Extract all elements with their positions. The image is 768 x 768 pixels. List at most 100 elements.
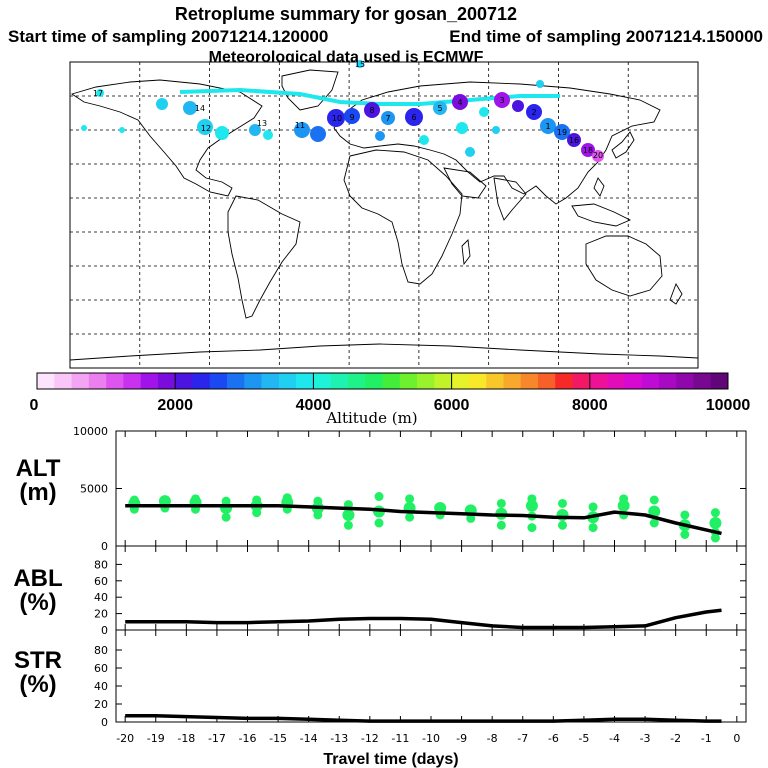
panel-frame <box>115 545 747 631</box>
plume-cluster-label: 19 <box>557 128 567 137</box>
y-tick-label: 0 <box>101 540 108 553</box>
altitude-cluster-point <box>434 502 447 515</box>
x-tick-label: -11 <box>391 732 409 745</box>
x-tick-label: 0 <box>733 732 740 745</box>
map-frame <box>69 61 699 369</box>
y-tick-label: 20 <box>94 608 108 621</box>
plume-cluster-label: 9 <box>349 113 354 122</box>
x-tick-label: -16 <box>239 732 257 745</box>
y-tick-label: 0 <box>101 716 108 729</box>
plume-cluster-label: 14 <box>195 104 205 113</box>
altitude-cluster-point <box>374 492 384 502</box>
x-tick-label: -7 <box>517 732 528 745</box>
plume-cluster-marker <box>344 108 360 124</box>
colorbar-cell <box>555 373 573 389</box>
plume-cluster-marker <box>119 127 125 133</box>
colorbar-cell <box>157 373 176 389</box>
colorbar-cell <box>624 373 642 389</box>
plume-cluster-marker <box>592 150 604 162</box>
greenland-outline <box>281 69 339 111</box>
x-tick-label: -15 <box>269 732 287 745</box>
x-tick-label: -20 <box>116 732 134 745</box>
plume-cluster-marker <box>581 143 595 157</box>
colorbar-cell <box>106 373 124 389</box>
plume-cluster-label: 16 <box>569 136 579 145</box>
altitude-cluster-point <box>342 508 355 521</box>
plume-cluster-marker <box>375 131 385 141</box>
altitude-cluster-point <box>680 510 690 520</box>
altitude-cluster-point <box>496 520 506 530</box>
north-america-outline <box>70 79 263 197</box>
plume-cluster-marker <box>327 109 345 127</box>
altitude-cluster-point <box>680 530 690 539</box>
panel-ylabel-line1: ALT <box>16 455 61 482</box>
colorbar-cell <box>486 373 504 389</box>
colorbar-cell <box>71 373 90 389</box>
altitude-cluster-point <box>649 518 659 528</box>
colorbar-cell <box>175 373 193 389</box>
altitude-cluster-point <box>221 496 231 506</box>
colorbar-cell <box>417 373 435 389</box>
altitude-cluster-point <box>558 520 568 530</box>
start-time-label: Start time of sampling 20071214.120000 <box>8 27 328 46</box>
x-tick-label: -18 <box>177 732 195 745</box>
colorbar-cell <box>261 373 280 389</box>
colorbar-cell <box>451 373 470 389</box>
altitude-colorbar: 0 2000 4000 6000 8000 10000 Altitude (m) <box>30 372 751 427</box>
plume-cluster-label: 12 <box>201 124 211 133</box>
time-series-panels: ALT(m)0500010000ABL(%)020406080STR(%)020… <box>13 425 747 768</box>
colorbar-cell <box>399 373 418 389</box>
altitude-cluster-point <box>649 495 659 505</box>
panel-frame <box>115 629 747 723</box>
x-tick-label: -10 <box>422 732 440 745</box>
continent-outlines <box>69 69 699 361</box>
plume-cluster-marker <box>492 126 500 134</box>
x-tick-label: -4 <box>609 732 620 745</box>
colorbar-cell <box>330 373 349 389</box>
colorbar-cell <box>313 373 331 389</box>
altitude-cluster-point <box>221 512 231 522</box>
altitude-cluster-point <box>525 499 538 512</box>
plume-cluster-marker <box>465 147 475 157</box>
plume-cluster-label: 11 <box>295 121 305 130</box>
colorbar-tick-label: 4000 <box>296 397 332 414</box>
altitude-cluster-point <box>527 494 537 504</box>
plume-cluster-marker <box>554 124 570 140</box>
altitude-cluster-point <box>405 512 415 522</box>
altitude-cluster-point <box>129 495 139 505</box>
arabia-outline <box>443 167 487 199</box>
colorbar-cell <box>641 373 660 389</box>
y-tick-label: 10000 <box>73 425 108 438</box>
plume-cluster-marker <box>433 101 447 115</box>
altitude-cluster-point <box>343 520 353 530</box>
colorbar-cell <box>658 373 677 389</box>
altitude-cluster-point <box>619 494 629 504</box>
y-tick-label: 80 <box>94 644 108 657</box>
x-tick-label: -9 <box>456 732 467 745</box>
altitude-cluster-point <box>527 523 537 533</box>
plume-cluster-marker <box>310 126 326 142</box>
colorbar-tick-label: 10000 <box>706 397 751 414</box>
series-line-alt <box>125 504 722 536</box>
plume-cluster-label: 7 <box>385 114 390 123</box>
philippines-outline <box>593 177 605 197</box>
plume-cluster-label: 3 <box>499 96 504 105</box>
colorbar-label: Altitude (m) <box>325 409 417 427</box>
plume-cluster-label: 4 <box>457 98 462 107</box>
plume-cluster-marker <box>405 108 423 126</box>
altitude-cluster-point <box>313 496 323 506</box>
panel-abl: ABL(%) 0 20 40 60 80 <box>13 545 747 637</box>
altitude-cluster-point <box>648 505 661 518</box>
x-tick-label: -5 <box>578 732 589 745</box>
colorbar-cell <box>54 373 72 389</box>
altitude-cluster-point <box>710 508 720 518</box>
altitude-cluster-point <box>588 502 598 512</box>
y-tick-label: 5000 <box>80 483 108 496</box>
colorbar-tick-label: 6000 <box>434 397 470 414</box>
altitude-cluster-point <box>588 523 598 533</box>
x-tick-label: -8 <box>487 732 498 745</box>
colorbar-cell <box>123 373 141 389</box>
colorbar-cell <box>382 373 401 389</box>
colorbar-cell <box>192 373 211 389</box>
